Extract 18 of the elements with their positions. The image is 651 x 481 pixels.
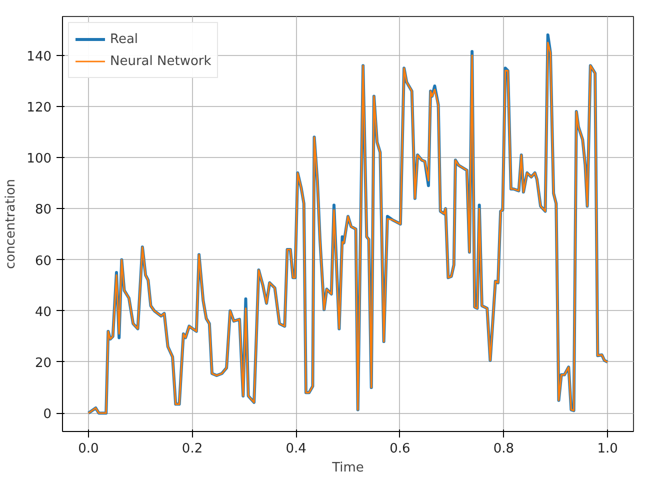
y-tick-label: 140 <box>26 49 52 64</box>
y-tick-label: 100 <box>26 152 52 167</box>
y-tick-label: 80 <box>34 202 52 218</box>
legend-label: Neural Network <box>110 54 212 68</box>
y-tick-label: 0 <box>43 407 52 422</box>
y-tick-label: 40 <box>34 304 52 320</box>
y-tick-label: 20 <box>34 356 52 371</box>
y-tick-label: 120 <box>26 100 52 116</box>
x-tick-label: 0.0 <box>78 442 99 456</box>
y-axis-title: concentration <box>4 178 19 270</box>
x-tick-label: 1.0 <box>597 442 618 456</box>
x-axis-title: Time <box>331 460 364 476</box>
legend-label: Real <box>110 32 138 46</box>
x-tick-label: 0.8 <box>493 442 514 456</box>
y-tick-label: 60 <box>34 254 52 269</box>
x-tick-label: 0.6 <box>390 442 410 456</box>
x-tick-label: 0.2 <box>182 442 203 456</box>
x-tick-label: 0.4 <box>286 442 306 456</box>
